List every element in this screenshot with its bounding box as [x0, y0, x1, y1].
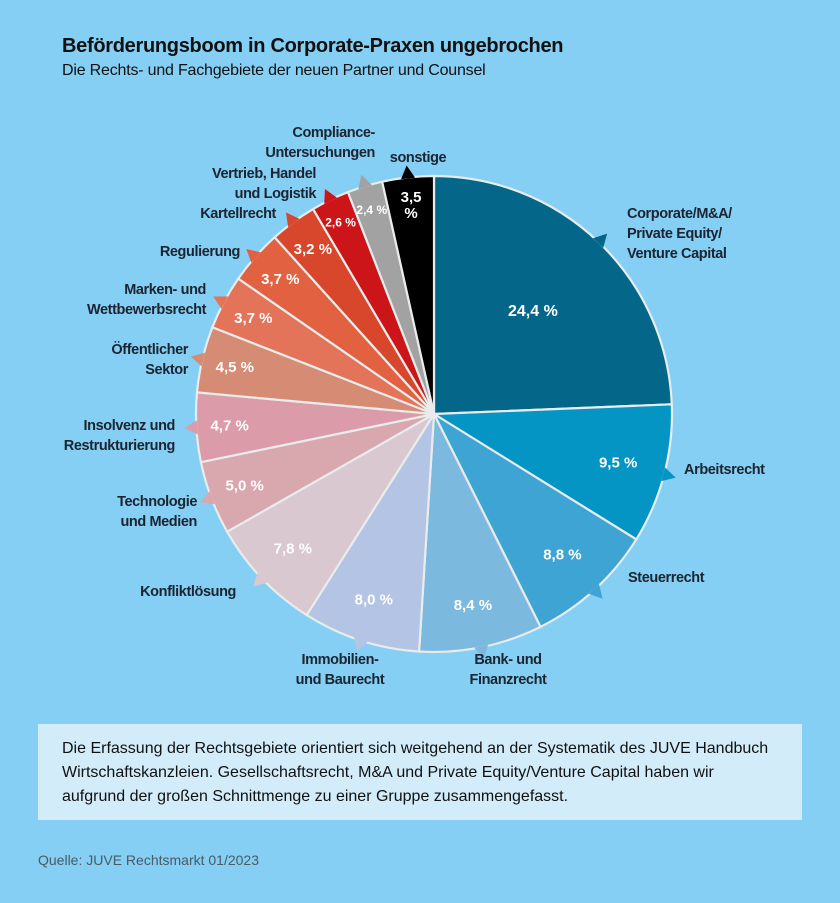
- slice-value-label: 7,8 %: [274, 541, 312, 558]
- slice-pointer: [474, 644, 489, 659]
- slice-value-label: 3,7 %: [234, 310, 272, 327]
- chart-subtitle: Die Rechts- und Fachgebiete der neuen Pa…: [62, 62, 486, 79]
- slice-pointer: [213, 296, 229, 309]
- slice-value-label: 4,7 %: [210, 418, 248, 435]
- slice-value-label: 8,8 %: [543, 547, 581, 564]
- slice-category-label: Öffentlicher Sektor: [111, 342, 188, 378]
- note-box: Die Erfassung der Rechtsgebiete orientie…: [38, 724, 802, 820]
- slice-pointer: [253, 572, 268, 587]
- chart-title: Beförderungsboom in Corporate-Praxen ung…: [62, 35, 564, 57]
- slice-category-label: Vertrieb, Handel und Logistik: [212, 166, 316, 202]
- slice-value-label: 24,4 %: [508, 303, 558, 320]
- slice-value-label: 8,0 %: [355, 592, 393, 609]
- slice-category-label: Konfliktlösung: [140, 584, 236, 600]
- slice-pointer: [661, 467, 676, 482]
- slice-pointer: [200, 490, 215, 505]
- slice-pointer: [400, 165, 416, 180]
- slice-category-label: Marken- und Wettbewerbsrecht: [86, 282, 206, 318]
- slice-value-label: 4,5 %: [216, 359, 254, 376]
- slice-pointer: [184, 420, 198, 435]
- slice-value-label: 9,5 %: [599, 454, 637, 471]
- slice-pointer: [354, 637, 368, 652]
- slice-pointer: [286, 212, 300, 228]
- slice-category-label: Technologie und Medien: [117, 494, 197, 530]
- slice-value-label: 3,7 %: [261, 271, 299, 288]
- slice-value-label: 2,6 %: [325, 215, 356, 229]
- slice-value-label: 5,0 %: [226, 477, 264, 494]
- slice-pointer: [324, 189, 338, 204]
- slice-value-label: 3,2 %: [294, 241, 332, 258]
- slice-category-label: Immobilien- und Baurecht: [295, 652, 385, 688]
- slice-category-label: Corporate/M&A/ Private Equity/ Venture C…: [627, 206, 732, 262]
- slice-value-label: 2,4 %: [356, 203, 387, 217]
- slice-value-label: 3,5%: [401, 189, 422, 222]
- slice-category-label: Arbeitsrecht: [684, 462, 765, 478]
- slice-category-label: Compliance- Untersuchungen: [265, 125, 375, 161]
- slice-pointer: [588, 584, 603, 599]
- slice-pointer: [190, 352, 206, 367]
- slice-category-label: sonstige: [389, 150, 447, 166]
- slice-pointer: [358, 174, 372, 190]
- source-text: Quelle: JUVE Rechtsmarkt 01/2023: [38, 852, 259, 868]
- slice-pointer: [592, 233, 608, 249]
- slice-category-label: Insolvenz und Restrukturierung: [63, 418, 176, 454]
- slice-category-label: Bank- und Finanzrecht: [469, 652, 547, 688]
- slice-category-label: Steuerrecht: [628, 570, 705, 586]
- slice-pointer: [246, 248, 261, 263]
- slice-category-label: Regulierung: [159, 244, 241, 260]
- slice-value-label: 8,4 %: [454, 597, 492, 614]
- slice-category-label: Kartellrecht: [200, 206, 276, 222]
